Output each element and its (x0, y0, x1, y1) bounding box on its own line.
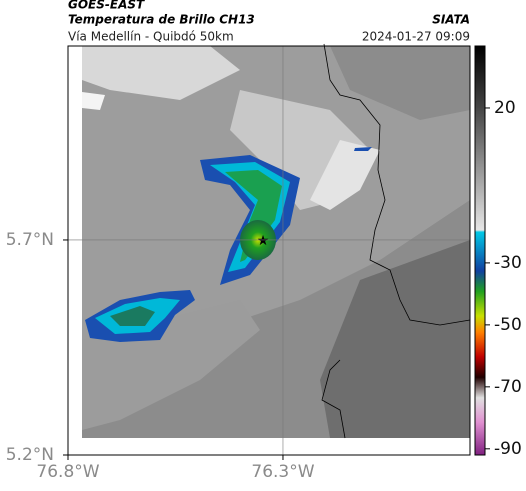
location: Vía Medellín - Quibdó 50km (68, 30, 234, 44)
colorbar-tick-label: -90 (494, 439, 522, 459)
y-tick-label: 5.2°N (6, 445, 54, 465)
y-tick-label: 5.7°N (6, 230, 54, 250)
datetime: 2024-01-27 09:09 (362, 30, 470, 44)
colorbar (474, 45, 486, 456)
map-frame (67, 45, 471, 456)
colorbar-tick-label: -70 (494, 377, 522, 397)
x-tick-label: 76.8°W (36, 462, 99, 482)
imagery: ★ (82, 43, 471, 439)
subtitle: Temperatura de Brillo CH13 (68, 13, 255, 27)
source: SIATA (432, 13, 470, 27)
colorbar-tick-label: 20 (494, 98, 516, 118)
colorbar-tick-label: -30 (494, 253, 522, 273)
svg-text:★: ★ (257, 233, 270, 249)
title: GOES-EAST (68, 0, 145, 12)
colorbar-tick-label: -50 (494, 315, 522, 335)
x-tick-label: 76.3°W (251, 462, 314, 482)
